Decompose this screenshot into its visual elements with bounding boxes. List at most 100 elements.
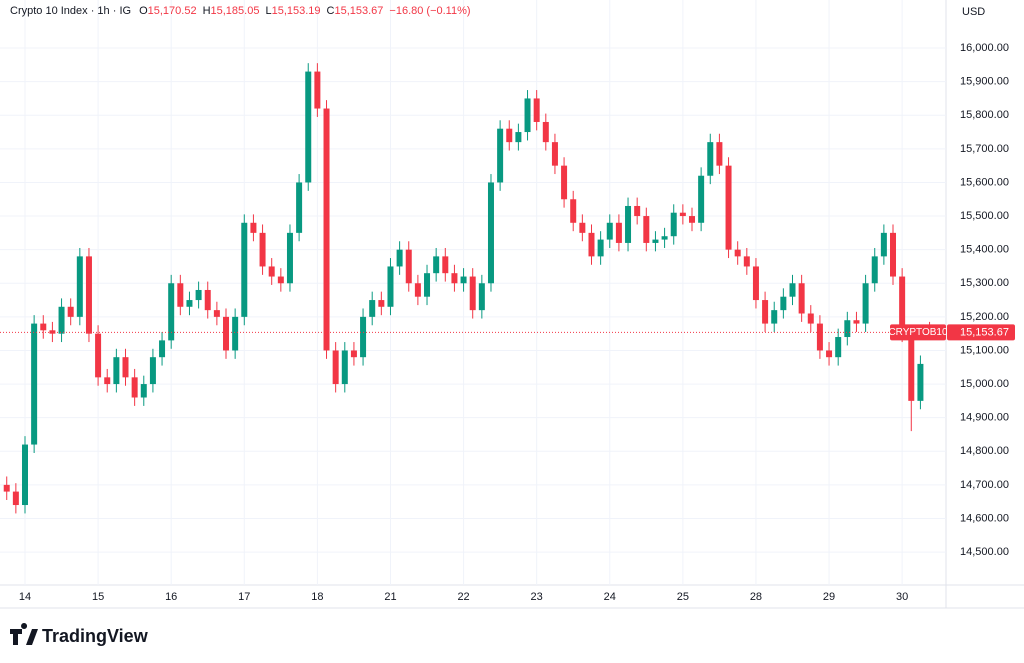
candle-body (707, 142, 714, 176)
symbol-tag: CRYPTOB10 (888, 327, 948, 338)
candle-body (771, 310, 778, 324)
candle-body (615, 222, 622, 243)
candle-body (250, 222, 257, 233)
candle-body (31, 323, 38, 445)
candle-body (570, 199, 577, 223)
y-tick-label: 14,600.00 (960, 512, 1009, 524)
candle-body (232, 316, 239, 351)
logo-icon (10, 623, 38, 645)
candle-body (378, 300, 385, 307)
candle-body (40, 323, 47, 331)
y-tick-label: 15,900.00 (960, 76, 1009, 88)
logo: TradingView (10, 623, 149, 646)
candle-body (835, 337, 842, 358)
candle-body (122, 357, 129, 378)
candle-body (323, 108, 330, 351)
candle-body (396, 249, 403, 267)
candle-body (670, 212, 677, 237)
x-tick-label: 24 (604, 591, 616, 603)
candle-body (506, 128, 513, 143)
y-tick-label: 15,400.00 (960, 244, 1009, 256)
candle-body (542, 121, 549, 143)
candle-body (469, 276, 476, 311)
candle-body (433, 256, 440, 274)
candle-body (807, 313, 814, 324)
candle-body (213, 310, 220, 317)
field-value: 15,153.67 (334, 5, 383, 17)
x-tick-label: 25 (677, 591, 689, 603)
candle-body (890, 232, 897, 277)
candle-body (679, 212, 686, 217)
candle-body (314, 71, 321, 109)
candle-body (524, 98, 531, 133)
candle-body (752, 266, 759, 301)
y-tick-label: 15,100.00 (960, 344, 1009, 356)
candle-body (789, 283, 796, 297)
candle-body (606, 222, 613, 240)
candle-body (725, 165, 732, 250)
candle-body (405, 249, 412, 284)
y-tick-label: 15,300.00 (960, 277, 1009, 289)
y-tick-label: 15,600.00 (960, 176, 1009, 188)
candle-body (798, 283, 805, 314)
y-tick-label: 14,500.00 (960, 546, 1009, 558)
candles (3, 63, 933, 514)
candle-body (880, 232, 887, 257)
y-tick-label: 14,900.00 (960, 412, 1009, 424)
x-tick-label: 17 (238, 591, 250, 603)
field-key: C (327, 5, 335, 17)
candle-body (195, 289, 202, 301)
symbol-tag-bg (890, 324, 946, 341)
candle-body (661, 236, 668, 240)
candle-body (899, 276, 906, 334)
candle-body (140, 384, 147, 398)
x-tick-label: 22 (457, 591, 469, 603)
candle-body (780, 296, 787, 311)
candle-body (826, 350, 833, 358)
candle-body (634, 205, 641, 217)
candle-body (871, 256, 878, 284)
field-key: L (265, 5, 271, 17)
candle-body (104, 377, 111, 385)
candle-body (241, 222, 248, 317)
candle-body (12, 491, 19, 506)
y-tick-label: 15,000.00 (960, 378, 1009, 390)
candle-body (497, 128, 504, 183)
candle-body (259, 232, 266, 267)
x-tick-label: 21 (384, 591, 396, 603)
candle-body (588, 232, 595, 257)
field-value: 15,153.19 (272, 5, 321, 17)
candle-body (268, 266, 275, 277)
candle-body (95, 333, 102, 378)
candle-body (734, 249, 741, 257)
x-tick-label: 15 (92, 591, 104, 603)
candle-body (204, 289, 211, 311)
candle-body (460, 276, 467, 284)
candle-body (341, 350, 348, 385)
candle-body (487, 182, 494, 284)
candle-body (515, 132, 522, 143)
candle-body (67, 306, 74, 317)
candle-body (561, 165, 568, 200)
candle-body (360, 316, 367, 358)
candle-body (533, 98, 540, 122)
candle-body (451, 273, 458, 284)
x-tick-label: 23 (531, 591, 543, 603)
candle-body (551, 142, 558, 166)
candle-body (698, 175, 705, 223)
candle-body (305, 71, 312, 183)
candle-body (862, 283, 869, 324)
ohlc-header: Crypto 10 Index · 1h · IG O15,170.52 H15,1… (10, 5, 471, 17)
field-value: 15,185.05 (211, 5, 260, 17)
currency-label: USD (962, 6, 985, 18)
candle-body (743, 256, 750, 267)
candle-body (168, 283, 175, 341)
candle-body (223, 316, 230, 351)
candle-body (643, 216, 650, 243)
candle-body (21, 444, 28, 506)
y-tick-label: 16,000.00 (960, 42, 1009, 54)
y-tick-label: 14,700.00 (960, 479, 1009, 491)
candle-body (579, 222, 586, 233)
candle-body (844, 320, 851, 338)
